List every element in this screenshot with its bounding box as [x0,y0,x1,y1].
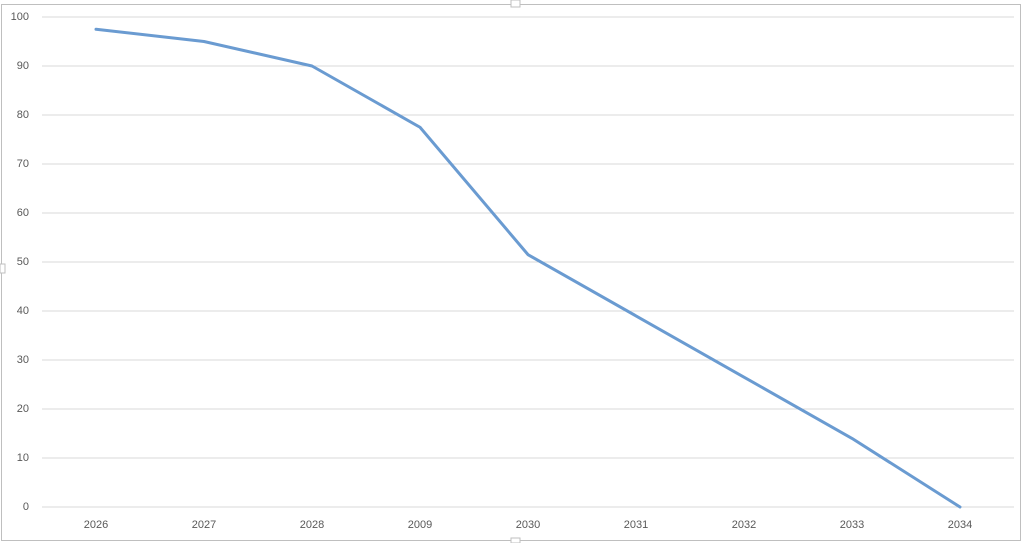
resize-handle[interactable] [510,0,521,8]
y-tick-label: 60 [17,207,29,219]
x-tick-label: 2027 [192,519,216,531]
x-tick-label: 2034 [948,519,972,531]
y-tick-label: 70 [17,158,29,170]
x-tick-label: 2032 [732,519,756,531]
y-tick-label: 50 [17,256,29,268]
x-tick-label: 2030 [516,519,540,531]
x-tick-label: 2031 [624,519,648,531]
x-tick-label: 2009 [408,519,432,531]
resize-handle[interactable] [510,537,521,543]
y-tick-label: 100 [11,11,29,23]
y-tick-label: 40 [17,305,29,317]
resize-handle[interactable] [0,263,6,274]
y-tick-label: 0 [23,501,29,513]
data-line [94,27,962,509]
x-tick-label: 2033 [840,519,864,531]
x-tick-label: 2026 [84,519,108,531]
y-tick-label: 10 [17,452,29,464]
x-tick-label: 2028 [300,519,324,531]
y-tick-label: 30 [17,354,29,366]
y-tick-label: 80 [17,109,29,121]
y-tick-label: 90 [17,60,29,72]
y-tick-label: 20 [17,403,29,415]
chart-frame [1,4,1021,541]
